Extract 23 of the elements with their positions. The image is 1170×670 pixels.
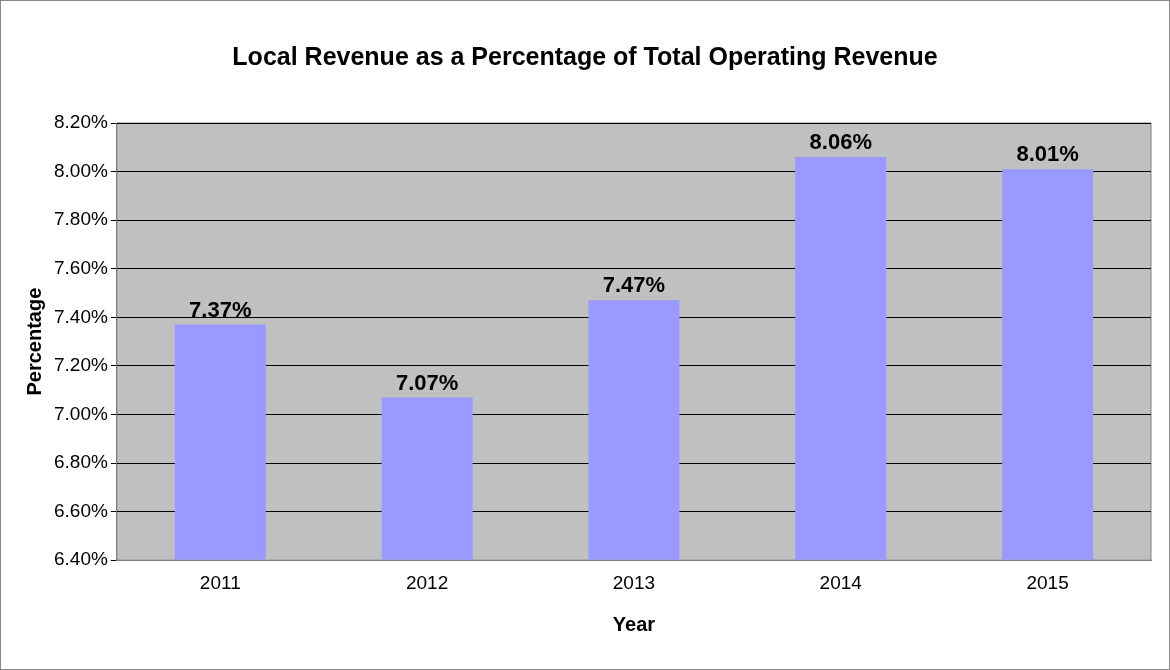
x-tick-label: 2011 (199, 571, 241, 593)
y-tick-label: 6.80% (54, 451, 108, 473)
y-tick-label: 8.00% (54, 159, 108, 181)
data-label: 7.37% (189, 296, 252, 322)
chart-title: Local Revenue as a Percentage of Total Operating Revenue (232, 41, 938, 70)
y-tick-label: 7.20% (54, 354, 108, 376)
y-tick-label: 6.40% (54, 548, 108, 570)
x-tick-label: 2015 (1026, 571, 1069, 593)
x-tick-label: 2013 (612, 571, 656, 593)
y-tick-label: 7.80% (54, 208, 108, 230)
data-label: 7.07% (395, 369, 459, 395)
x-tick-label: 2012 (405, 571, 449, 593)
x-axis-title: Year (612, 612, 656, 635)
data-label: 7.47% (602, 272, 666, 298)
y-axis-title: Percentage (22, 287, 45, 396)
y-tick-label: 8.20% (54, 111, 108, 133)
data-label: 8.06% (809, 129, 872, 155)
y-tick-label: 7.60% (54, 256, 108, 278)
data-label: 8.01% (1016, 141, 1079, 167)
x-tick-label: 2014 (819, 571, 863, 593)
y-tick-label: 7.00% (54, 402, 108, 424)
y-tick-label: 6.60% (54, 499, 108, 521)
y-tick-label: 7.40% (54, 305, 108, 327)
